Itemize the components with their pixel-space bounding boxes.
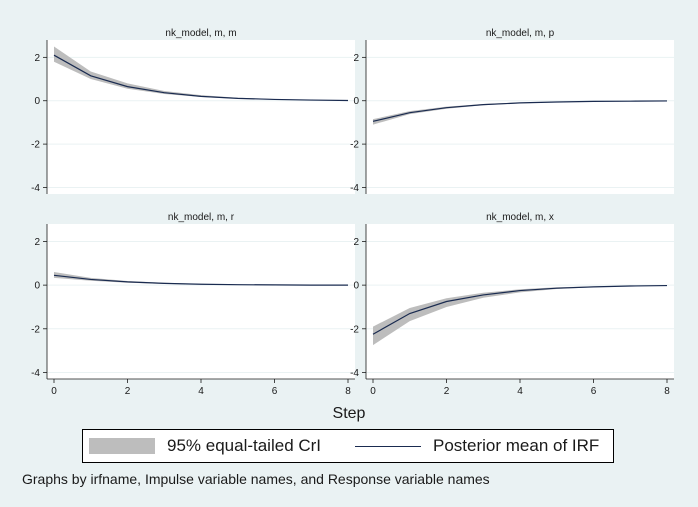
x-tick-label: 6 [591, 386, 597, 397]
panel-strip [366, 208, 674, 224]
y-tick-label: -2 [350, 324, 359, 335]
panel-title: nk_model, m, p [486, 28, 555, 39]
y-tick-label: -4 [350, 183, 359, 194]
y-tick-label: 0 [353, 96, 359, 107]
panel-2: nk_model, m, p -4 -2 0 2 [350, 24, 674, 194]
y-tick-label: 0 [34, 281, 40, 292]
cri-band [373, 100, 667, 125]
panel-strip [366, 24, 674, 40]
x-tick-label: 4 [517, 386, 523, 397]
x-axis-title: Step [332, 405, 366, 422]
y-tick-label: 2 [353, 237, 359, 248]
x-tick-label: 2 [444, 386, 450, 397]
legend-band-swatch [89, 438, 155, 454]
irf-mean-line [372, 100, 668, 122]
panel-3: nk_model, m, r -4 -2 0 2 0 2 4 6 8 [31, 208, 355, 397]
y-tick-label: 2 [34, 237, 40, 248]
y-tick-label: -4 [350, 368, 359, 379]
panel-title: nk_model, m, m [165, 28, 236, 39]
y-tick-label: 2 [353, 53, 359, 64]
panel-title: nk_model, m, x [486, 212, 554, 223]
plot-area [366, 224, 674, 379]
panel-title: nk_model, m, r [168, 212, 235, 223]
y-tick-label: 0 [34, 96, 40, 107]
legend-mean-label: Posterior mean of IRF [433, 436, 600, 455]
y-tick-label: -2 [31, 324, 40, 335]
panel-4: nk_model, m, x -4 -2 0 2 0 2 4 6 8 [350, 208, 674, 397]
plot-area [47, 224, 355, 379]
y-tick-label: -2 [31, 140, 40, 151]
plot-area [366, 40, 674, 194]
plot-area [47, 40, 355, 194]
legend-mean-swatch [355, 445, 421, 447]
panel-1: nk_model, m, m -4 -2 0 2 [31, 24, 355, 194]
irf-mean-line [53, 274, 348, 286]
x-tick-label: 8 [664, 386, 670, 397]
panel-strip [47, 24, 355, 40]
x-tick-label: 8 [345, 386, 351, 397]
x-tick-label: 0 [370, 386, 376, 397]
legend-item-mean: Posterior mean of IRF [355, 430, 599, 462]
legend-band-label: 95% equal-tailed CrI [167, 436, 322, 455]
irf-mean-line [372, 284, 668, 335]
y-tick-label: 0 [353, 281, 359, 292]
x-tick-label: 6 [272, 386, 278, 397]
x-tick-label: 4 [198, 386, 204, 397]
y-tick-label: 2 [34, 53, 40, 64]
legend: 95% equal-tailed CrI Posterior mean of I… [82, 429, 614, 463]
y-tick-label: -4 [31, 183, 40, 194]
y-tick-label: -2 [350, 140, 359, 151]
y-tick-label: -4 [31, 368, 40, 379]
legend-item-band: 95% equal-tailed CrI [89, 430, 321, 462]
cri-band [373, 285, 667, 346]
graph-note: Graphs by irfname, Impulse variable name… [22, 471, 490, 487]
x-tick-label: 0 [51, 386, 57, 397]
x-tick-label: 2 [125, 386, 131, 397]
panel-strip [47, 208, 355, 224]
irf-mean-line [53, 54, 349, 102]
